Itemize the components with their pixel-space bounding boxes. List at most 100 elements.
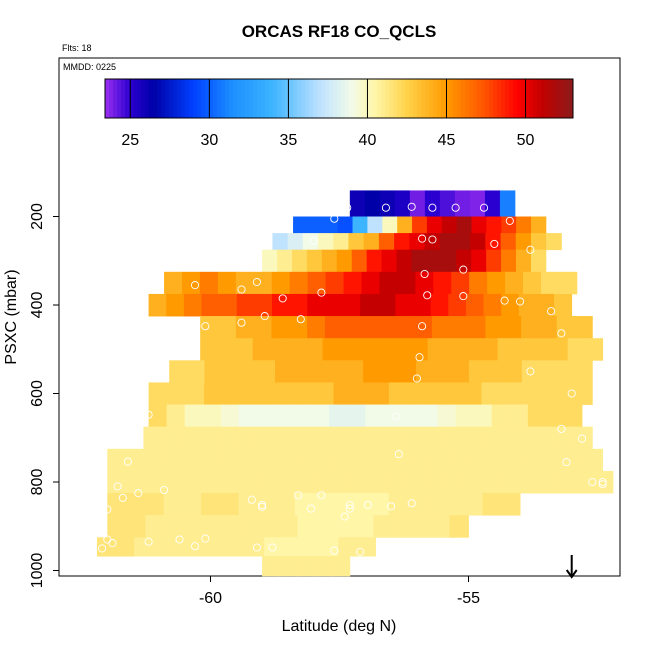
heatmap-cell [183, 448, 203, 472]
sample-point [557, 424, 566, 433]
heatmap-cell [455, 404, 475, 428]
colorbar-segment [417, 79, 422, 118]
heatmap-cell [351, 382, 371, 405]
colorbar-segment [389, 79, 394, 118]
heatmap-cell [382, 216, 398, 234]
heatmap-cell [388, 382, 408, 405]
sample-point [479, 203, 489, 212]
colorbar-segment [441, 79, 446, 118]
colorbar-segment [545, 79, 550, 118]
heatmap-cell [245, 537, 265, 557]
heatmap-cell [145, 448, 165, 472]
colorbar-segment [437, 79, 442, 118]
heatmap-cell [412, 216, 428, 234]
heatmap-cell [554, 293, 573, 317]
heatmap-cell [349, 426, 369, 450]
colorbar-segment [405, 79, 410, 118]
heatmap-cell [573, 382, 593, 405]
heatmap-cell [240, 448, 261, 472]
heatmap-cell [501, 493, 521, 516]
colorbar-segment [345, 79, 350, 118]
heatmap-cell [594, 470, 614, 494]
heatmap-cell [451, 271, 470, 295]
colorbar-segment [329, 79, 334, 118]
heatmap-cell [574, 316, 593, 339]
sample-point [459, 265, 468, 274]
heatmap-cell [282, 537, 302, 557]
heatmap-cell [348, 233, 365, 251]
colorbar-segment [473, 79, 478, 118]
colorbar-segment [481, 79, 486, 118]
sample-point [593, 410, 602, 419]
heatmap-cell [218, 316, 237, 339]
heatmap-cell [310, 360, 329, 383]
heatmap-cell [289, 316, 308, 339]
heatmap-cell [531, 216, 547, 234]
heatmap-cell [278, 448, 299, 472]
y-axis-label: PSXC (mbar) [3, 269, 20, 364]
heatmap-cell [182, 470, 202, 494]
heatmap-cell [394, 190, 411, 217]
heatmap-cell [336, 249, 353, 273]
heatmap-cell [433, 360, 452, 383]
heatmap-cell [200, 470, 221, 494]
heatmap-cell [169, 360, 188, 383]
heatmap-cell [456, 216, 472, 234]
colorbar-segment [265, 79, 270, 118]
heatmap-cell [431, 316, 451, 339]
heatmap-cell [252, 338, 271, 361]
colorbar-segment [425, 79, 430, 118]
heatmap-cell [144, 470, 164, 494]
heatmap-cell [481, 470, 502, 494]
sample-point [160, 485, 169, 495]
heatmap-cell [411, 249, 427, 273]
sample-point [113, 482, 122, 491]
sample-point [387, 502, 396, 511]
colorbar-segment [121, 79, 126, 118]
heatmap-cell [405, 426, 425, 450]
heatmap-cell [442, 426, 462, 450]
heatmap-cell [235, 338, 254, 361]
heatmap-cell [291, 249, 308, 273]
colorbar-segment [153, 79, 158, 118]
heatmap-cell [219, 293, 238, 317]
chart-title: ORCAS RF18 CO_QCLS [242, 22, 437, 41]
heatmap-cell [473, 404, 493, 428]
heatmap-cell [469, 448, 489, 472]
sample-point [98, 544, 107, 553]
heatmap-cell [480, 426, 500, 450]
sample-point [345, 504, 354, 513]
heatmap-cell [107, 448, 127, 472]
colorbar-segment [361, 79, 366, 118]
heatmap-cell [360, 293, 379, 317]
heatmap-cell [253, 271, 273, 295]
heatmap-cell [392, 338, 411, 361]
heatmap-cell [521, 360, 540, 383]
heatmap-cell [397, 216, 413, 234]
heatmap-cell [321, 249, 338, 273]
x-tick-label: -55 [457, 590, 480, 607]
sample-point [423, 291, 432, 300]
sample-point [144, 410, 153, 419]
sample-points [98, 202, 607, 556]
sample-point [588, 477, 597, 487]
colorbar-segment [349, 79, 354, 118]
heatmap-cell [462, 338, 481, 361]
heatmap-cell [167, 382, 186, 405]
heatmap-cell [148, 404, 168, 428]
heatmap-cell [330, 426, 350, 450]
heatmap-cell [394, 233, 410, 251]
colorbar-segment [241, 79, 246, 118]
heatmap-cell [186, 360, 205, 383]
heatmap-cell [221, 515, 241, 538]
heatmap-cell [297, 556, 316, 577]
heatmap-cell [410, 338, 429, 361]
colorbar-segment [449, 79, 454, 118]
heatmap-cell [325, 271, 344, 295]
heatmap-cell [293, 216, 309, 234]
sample-point [190, 281, 200, 290]
heatmap-cell [324, 316, 344, 339]
colorbar-segment [317, 79, 322, 118]
heatmap-cell [583, 448, 604, 472]
heatmap-cell [515, 233, 532, 251]
